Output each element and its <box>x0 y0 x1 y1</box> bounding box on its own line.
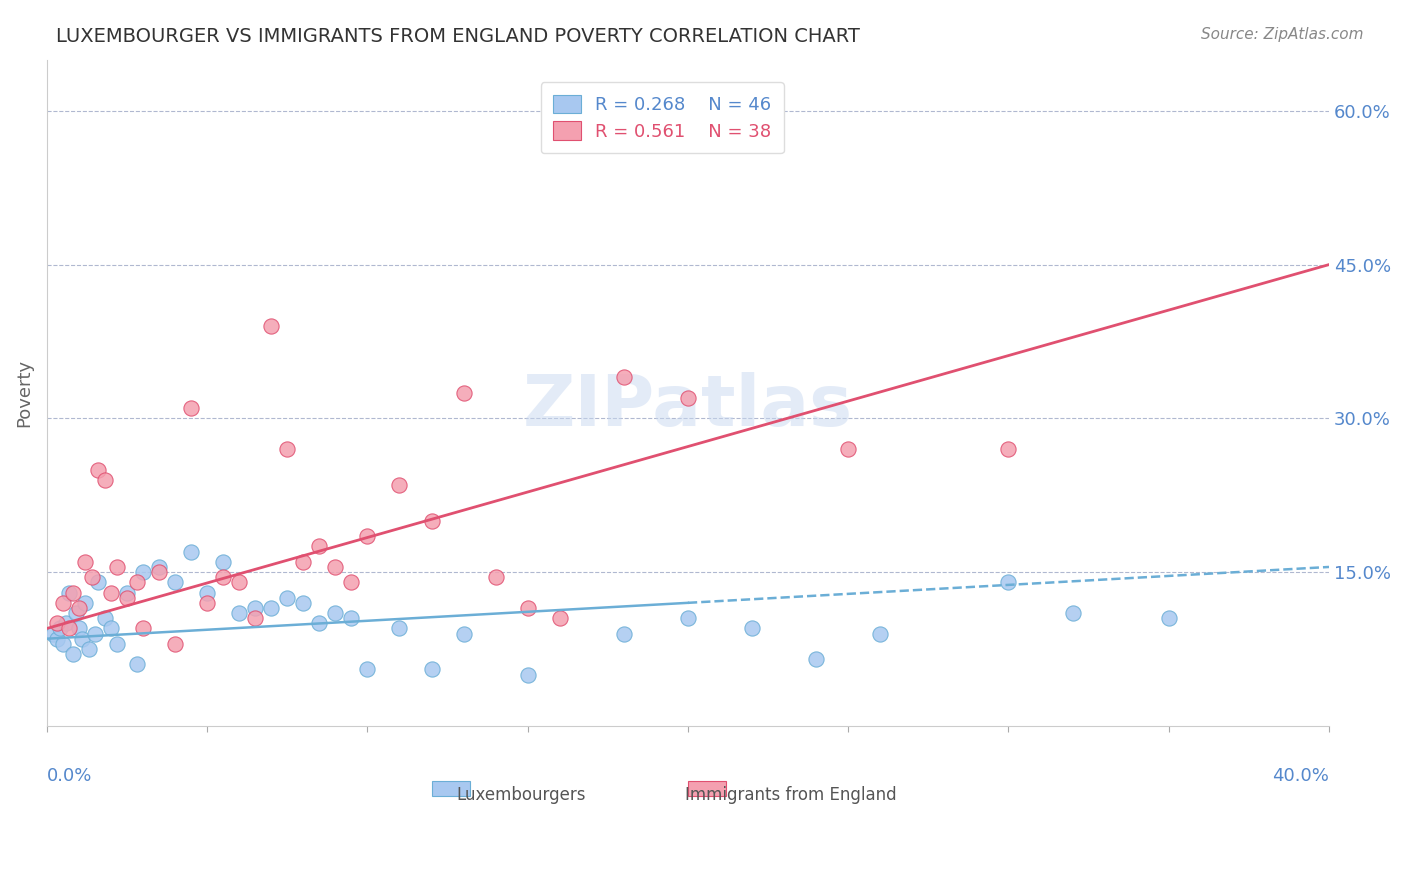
Point <box>260 601 283 615</box>
Point <box>148 565 170 579</box>
FancyBboxPatch shape <box>688 781 727 796</box>
Point <box>676 391 699 405</box>
Point <box>93 611 115 625</box>
Point <box>48 622 70 636</box>
Point <box>245 601 267 615</box>
Point <box>837 442 859 456</box>
Point <box>516 667 538 681</box>
Point <box>165 575 187 590</box>
Point <box>388 478 411 492</box>
Point <box>115 585 138 599</box>
Point <box>340 611 363 625</box>
Point <box>195 596 218 610</box>
Point <box>107 637 129 651</box>
Point <box>100 585 122 599</box>
Point <box>115 591 138 605</box>
Point <box>420 514 443 528</box>
Point <box>228 575 250 590</box>
Point <box>212 570 235 584</box>
Point <box>80 570 103 584</box>
Point <box>55 616 77 631</box>
Point <box>869 626 891 640</box>
Point <box>195 585 218 599</box>
Point <box>613 370 636 384</box>
Point <box>93 473 115 487</box>
Point <box>148 560 170 574</box>
Point <box>58 622 80 636</box>
Point <box>997 442 1019 456</box>
Point <box>180 544 202 558</box>
Point <box>741 622 763 636</box>
Point <box>67 622 90 636</box>
Point <box>485 570 508 584</box>
Point <box>125 575 148 590</box>
Point <box>260 319 283 334</box>
Point <box>997 575 1019 590</box>
Text: 40.0%: 40.0% <box>1272 767 1329 785</box>
Point <box>292 596 315 610</box>
Point <box>212 555 235 569</box>
Point <box>62 585 84 599</box>
Text: ZIPatlas: ZIPatlas <box>523 372 853 441</box>
Point <box>52 596 75 610</box>
Point <box>62 647 84 661</box>
Point <box>453 385 475 400</box>
Point <box>245 611 267 625</box>
Point <box>453 626 475 640</box>
Point <box>42 626 65 640</box>
Point <box>45 616 67 631</box>
Text: Source: ZipAtlas.com: Source: ZipAtlas.com <box>1201 27 1364 42</box>
Point <box>84 626 107 640</box>
Text: Luxembourgers: Luxembourgers <box>457 786 586 804</box>
Point <box>388 622 411 636</box>
Point <box>87 462 110 476</box>
Point <box>340 575 363 590</box>
Point <box>67 601 90 615</box>
Point <box>516 601 538 615</box>
Point <box>308 540 330 554</box>
Point <box>548 611 571 625</box>
Point <box>132 565 155 579</box>
FancyBboxPatch shape <box>432 781 470 796</box>
Point <box>356 663 378 677</box>
Point <box>308 616 330 631</box>
Point <box>125 657 148 672</box>
Point <box>276 591 298 605</box>
Text: LUXEMBOURGER VS IMMIGRANTS FROM ENGLAND POVERTY CORRELATION CHART: LUXEMBOURGER VS IMMIGRANTS FROM ENGLAND … <box>56 27 860 45</box>
Point <box>420 663 443 677</box>
Point <box>75 555 97 569</box>
Point <box>132 622 155 636</box>
Point <box>65 606 87 620</box>
Point <box>107 560 129 574</box>
Point <box>613 626 636 640</box>
Point <box>52 637 75 651</box>
Point <box>100 622 122 636</box>
Point <box>356 529 378 543</box>
Point <box>58 585 80 599</box>
Point <box>45 632 67 646</box>
Point <box>228 606 250 620</box>
Point <box>804 652 827 666</box>
Point <box>292 555 315 569</box>
Point <box>325 606 347 620</box>
Point <box>180 401 202 415</box>
Legend: R = 0.268    N = 46, R = 0.561    N = 38: R = 0.268 N = 46, R = 0.561 N = 38 <box>541 82 783 153</box>
Text: 0.0%: 0.0% <box>46 767 93 785</box>
Point <box>1062 606 1084 620</box>
Point <box>77 642 100 657</box>
Point <box>87 575 110 590</box>
Point <box>676 611 699 625</box>
Text: Immigrants from England: Immigrants from England <box>685 786 897 804</box>
Y-axis label: Poverty: Poverty <box>15 359 32 426</box>
Point <box>325 560 347 574</box>
Point <box>1157 611 1180 625</box>
Point <box>276 442 298 456</box>
Point <box>165 637 187 651</box>
Point <box>70 632 93 646</box>
Point <box>75 596 97 610</box>
